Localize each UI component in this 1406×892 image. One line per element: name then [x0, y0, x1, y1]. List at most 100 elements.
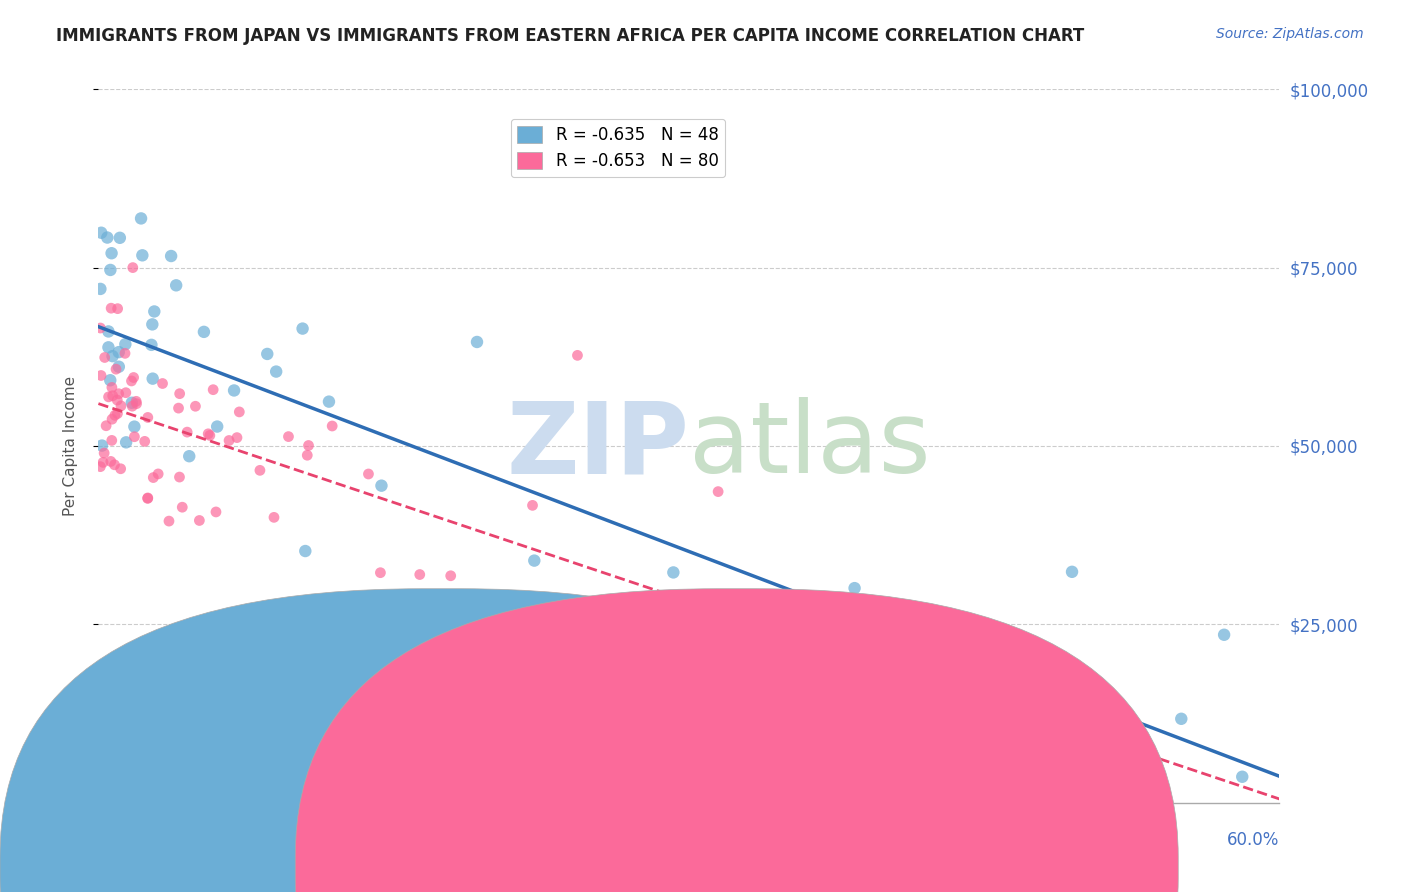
Point [370, 478, 392, 492]
Point [91, 455, 114, 469]
Point [297, 448, 319, 462]
Point [114, 385, 136, 400]
Point [107, 407, 129, 421]
Point [100, 301, 122, 316]
Point [93, 351, 115, 365]
Point [226, 431, 249, 445]
Point [1232, 770, 1254, 784]
Point [990, 742, 1012, 756]
Point [321, 419, 343, 434]
Point [1060, 565, 1083, 579]
Point [1108, 722, 1130, 736]
Text: 60.0%: 60.0% [1227, 831, 1279, 849]
Point [101, 412, 124, 426]
Point [249, 463, 271, 477]
Point [101, 349, 124, 363]
Point [733, 621, 755, 635]
Point [222, 384, 245, 398]
Point [165, 278, 187, 293]
Point [1213, 628, 1236, 642]
Point [409, 567, 432, 582]
Point [176, 425, 198, 439]
Point [523, 553, 546, 567]
Point [89, 459, 111, 474]
Point [662, 566, 685, 580]
Point [89, 282, 111, 296]
Point [835, 674, 858, 689]
Point [423, 625, 446, 640]
Point [707, 484, 730, 499]
Point [121, 395, 143, 409]
Point [142, 371, 165, 385]
Point [134, 434, 156, 449]
Point [129, 211, 152, 226]
Point [136, 491, 159, 505]
Point [96, 230, 118, 244]
Point [124, 419, 146, 434]
Point [721, 733, 744, 747]
Point [93, 446, 115, 460]
Point [277, 429, 299, 443]
Point [108, 231, 131, 245]
Legend: R = -0.635   N = 48, R = -0.653   N = 80: R = -0.635 N = 48, R = -0.653 N = 80 [510, 119, 725, 177]
Point [125, 397, 148, 411]
Point [169, 386, 191, 401]
Point [107, 386, 129, 401]
Text: Source: ZipAtlas.com: Source: ZipAtlas.com [1216, 27, 1364, 41]
Point [193, 325, 215, 339]
Point [1049, 691, 1071, 706]
Point [1170, 712, 1192, 726]
Point [142, 470, 165, 484]
Point [91, 439, 114, 453]
Point [131, 248, 153, 262]
Point [218, 434, 240, 448]
Point [866, 642, 889, 657]
Point [152, 376, 174, 391]
Point [90, 226, 112, 240]
Point [100, 454, 122, 468]
Point [101, 380, 124, 394]
Point [167, 401, 190, 416]
Point [114, 337, 136, 351]
Point [103, 458, 125, 472]
Point [256, 347, 278, 361]
Point [97, 390, 120, 404]
Point [141, 318, 163, 332]
Point [100, 434, 122, 448]
Point [107, 345, 129, 359]
Point [370, 566, 392, 580]
Point [90, 368, 112, 383]
Point [748, 617, 770, 632]
Point [115, 435, 138, 450]
Point [522, 499, 544, 513]
Point [844, 581, 866, 595]
Point [228, 405, 250, 419]
Point [465, 334, 488, 349]
Point [263, 510, 285, 524]
Point [821, 626, 844, 640]
Point [146, 467, 169, 481]
Point [141, 338, 163, 352]
Point [125, 394, 148, 409]
Point [198, 428, 221, 442]
Point [114, 346, 136, 360]
Point [440, 568, 463, 582]
Point [291, 321, 314, 335]
Text: Immigrants from Japan: Immigrants from Japan [471, 859, 662, 877]
Point [94, 418, 117, 433]
Point [297, 438, 319, 452]
Point [98, 373, 121, 387]
Point [852, 605, 875, 619]
Point [927, 638, 949, 652]
Point [143, 304, 166, 318]
Point [108, 359, 131, 374]
Text: ZIP: ZIP [506, 398, 689, 494]
Point [100, 263, 122, 277]
Text: Immigrants from Eastern Africa: Immigrants from Eastern Africa [766, 859, 1026, 877]
Point [567, 348, 589, 362]
Point [903, 680, 925, 694]
Point [169, 470, 191, 484]
Point [1095, 769, 1118, 783]
Point [97, 325, 120, 339]
Point [184, 399, 207, 413]
